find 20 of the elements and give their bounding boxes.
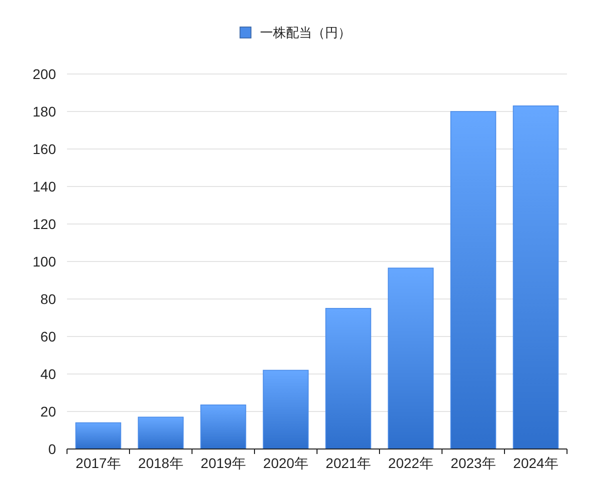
y-tick-label: 140 bbox=[32, 178, 56, 194]
y-tick-label: 180 bbox=[32, 104, 56, 120]
x-tick-label: 2020年 bbox=[263, 455, 308, 471]
x-tick-label: 2023年 bbox=[450, 455, 496, 471]
y-tick-label: 160 bbox=[32, 141, 56, 157]
y-tick-label: 200 bbox=[32, 66, 56, 82]
y-tick-label: 20 bbox=[40, 404, 56, 420]
y-tick-label: 120 bbox=[32, 216, 56, 232]
x-tick-label: 2024年 bbox=[513, 455, 558, 471]
y-tick-label: 100 bbox=[32, 254, 56, 270]
y-tick-label: 60 bbox=[40, 328, 56, 344]
x-tick-label: 2022年 bbox=[388, 455, 434, 471]
x-tick-label: 2018年 bbox=[138, 455, 184, 471]
x-tick-label: 2019年 bbox=[200, 455, 246, 471]
x-tick-label: 2017年 bbox=[76, 455, 121, 471]
y-tick-label: 0 bbox=[48, 441, 56, 457]
legend-label: 一株配当（円） bbox=[260, 25, 351, 40]
x-tick-label: 2021年 bbox=[326, 455, 371, 471]
y-tick-label: 80 bbox=[40, 291, 56, 307]
y-tick-label: 40 bbox=[40, 366, 56, 382]
